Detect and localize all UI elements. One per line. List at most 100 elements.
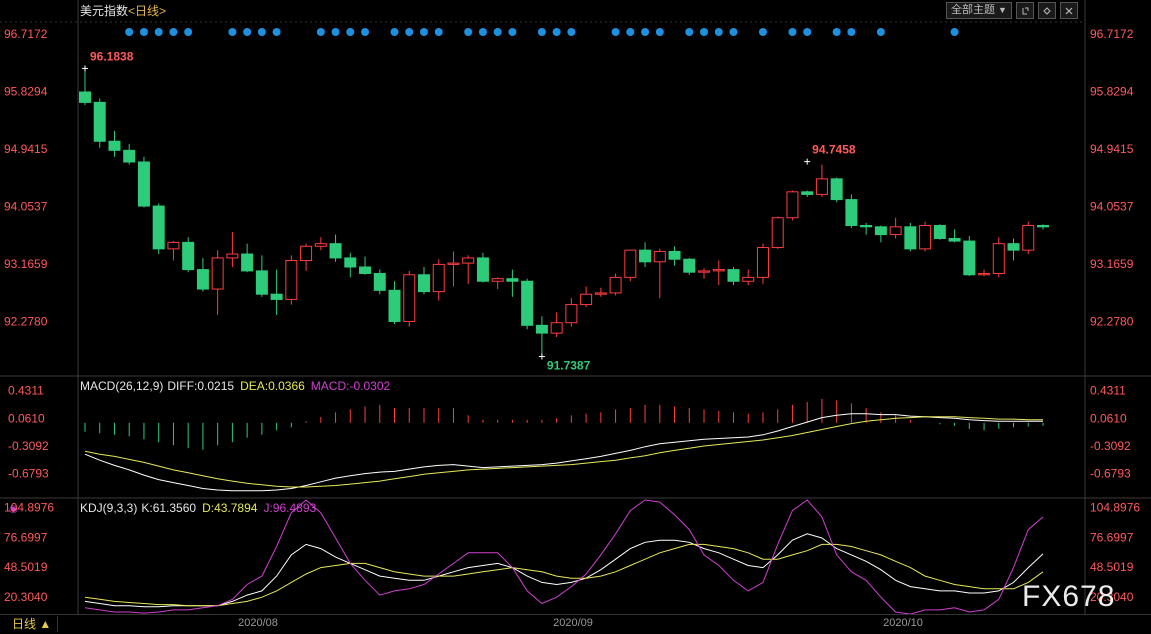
candle-body (196, 269, 209, 290)
macd-tick-right: -0.3092 (1090, 439, 1131, 453)
price-tick-right: 96.7172 (1090, 27, 1134, 41)
candle-body (698, 270, 711, 273)
theme-select[interactable]: 全部主题 ▼ (946, 2, 1012, 19)
event-dot (552, 28, 561, 36)
macd-tick-left: -0.3092 (8, 439, 49, 453)
close-icon[interactable] (1059, 2, 1078, 19)
price-tick-right: 92.2780 (1090, 315, 1134, 329)
price-tick-left: 95.8294 (4, 84, 48, 98)
price-tick-left: 96.7172 (4, 27, 48, 41)
event-dot (390, 28, 399, 36)
event-dot (125, 28, 134, 36)
event-dot (228, 28, 237, 36)
kdj-tick-left: 20.3040 (4, 590, 48, 604)
candle-body (314, 243, 327, 247)
event-dot (567, 28, 576, 36)
chevron-down-icon: ▼ (998, 5, 1007, 15)
annotation-label: 96.1838 (90, 49, 134, 63)
event-dot (316, 28, 325, 36)
candle-body (712, 269, 725, 272)
macd-lines (84, 413, 1043, 492)
kdj-tick-left: 76.6997 (4, 530, 48, 544)
kdj-tick-left: 48.5019 (4, 560, 48, 574)
kdj-axis-right: 104.8976 76.6997 48.5019 20.3040 (1090, 501, 1140, 604)
chart-title: 美元指数<日线> (80, 3, 166, 18)
macd-legend: MACD(26,12,9) DIFF:0.0215 DEA:0.0366 MACD:-… (80, 379, 390, 393)
event-dot (346, 28, 355, 36)
x-axis-label-aug: 2020/08 (238, 617, 278, 629)
maximize-icon[interactable] (1037, 2, 1056, 19)
candle-body (255, 270, 268, 295)
restore-icon[interactable] (1015, 2, 1034, 19)
period-button[interactable]: 日线 ▲ (6, 616, 59, 632)
candle-body (462, 257, 475, 264)
event-dot (154, 28, 163, 36)
price-tick-right: 93.1659 (1090, 257, 1134, 271)
k-line (84, 533, 1044, 608)
event-dot (758, 28, 767, 36)
event-dot (611, 28, 620, 36)
event-dot (803, 28, 812, 36)
candle-body (624, 249, 637, 278)
event-dot (950, 28, 959, 36)
d-line (84, 543, 1044, 607)
event-dot (847, 28, 856, 36)
candle-body (270, 293, 283, 300)
event-dot (655, 28, 664, 36)
macd-tick-left: -0.6793 (8, 467, 49, 481)
candle-body (491, 278, 504, 282)
candle-body (1007, 243, 1020, 251)
candle-body (609, 276, 622, 294)
watermark: FX678 (1022, 580, 1116, 613)
event-dot (243, 28, 252, 36)
candle-body (167, 241, 180, 250)
candle-body (123, 149, 136, 163)
candle-body (211, 257, 224, 290)
event-dot (508, 28, 517, 36)
event-dot (405, 28, 414, 36)
candle-body (447, 262, 460, 265)
diff-line (84, 413, 1043, 492)
kdj-tick-right: 20.3040 (1090, 590, 1134, 604)
candle-body (476, 257, 489, 282)
candle-body (845, 199, 858, 227)
price-axis-left: 96.7172 95.8294 94.9415 94.0537 93.1659 92.27… (4, 27, 48, 329)
kdj-legend: KDJ(9,3,3) K:61.3560 D:43.7894 J:96.4893 (80, 501, 317, 515)
event-dot (493, 28, 502, 36)
event-dot (832, 28, 841, 36)
kdj-tick-right: 48.5019 (1090, 560, 1134, 574)
candle-body (329, 243, 342, 259)
candle-body (1022, 225, 1035, 251)
candle-body (300, 245, 313, 262)
candle-body (948, 237, 961, 242)
candle-body (241, 253, 254, 272)
candle-body (550, 322, 563, 334)
price-tick-left: 94.0537 (4, 199, 48, 213)
event-dot (626, 28, 635, 36)
x-axis-label-oct: 2020/10 (883, 617, 923, 629)
candle-body (594, 292, 607, 295)
candle-body (963, 240, 976, 276)
candle-body (683, 258, 696, 273)
macd-tick-right: 0.0610 (1090, 411, 1127, 425)
event-markers[interactable] (125, 28, 959, 36)
candle-body (580, 293, 593, 306)
candle-body (919, 225, 932, 250)
price-tick-left: 94.9415 (4, 142, 48, 156)
price-tick-left: 93.1659 (4, 257, 48, 271)
candle-body (815, 178, 828, 195)
price-tick-left: 92.2780 (4, 315, 48, 329)
event-dot (434, 28, 443, 36)
candle-body (152, 205, 165, 250)
event-dot (257, 28, 266, 36)
event-dot (331, 28, 340, 36)
candle-body (137, 161, 150, 207)
candle-body (992, 243, 1005, 274)
event-dot (700, 28, 709, 36)
candle-body (359, 266, 372, 274)
candle-body (639, 249, 652, 263)
event-dot (537, 28, 546, 36)
macd-tick-left: 0.0610 (8, 411, 45, 425)
kdj-lines (84, 499, 1044, 615)
